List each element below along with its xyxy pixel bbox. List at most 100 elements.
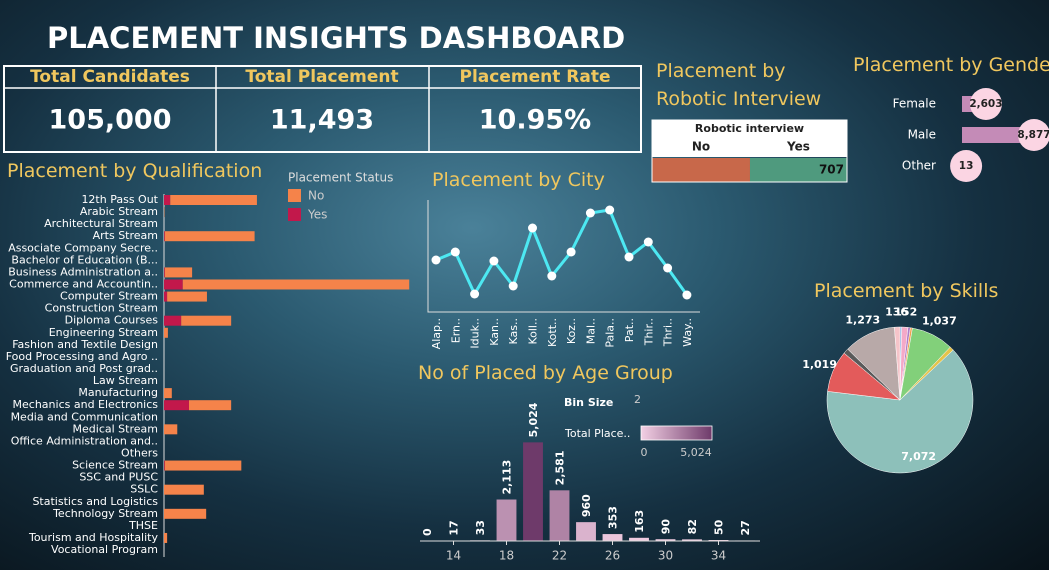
y-tick-label: 12th Pass Out: [81, 193, 158, 206]
x-tick-label: 34: [711, 549, 726, 563]
point: [682, 290, 692, 300]
legend-title: Total Place..: [564, 427, 630, 440]
table-header-label: Robotic interview: [695, 122, 804, 135]
point: [528, 223, 537, 233]
x-tick-label: Iduk..: [469, 318, 482, 349]
kpi-label: Total Placement: [245, 67, 398, 87]
data-label: 152: [894, 306, 917, 319]
y-tick-label: Technology Stream: [52, 507, 158, 520]
pie-slice: [894, 326, 901, 401]
legend-label: 0: [641, 446, 648, 459]
y-tick-label: Commerce and Accountin..: [9, 277, 158, 290]
point: [547, 271, 557, 281]
point: [663, 263, 673, 273]
bar-segment: [164, 267, 193, 278]
data-label: 136: [885, 305, 908, 318]
dashboard-title: PLACEMENT INSIGHTS DASHBOARD: [47, 21, 625, 55]
bar-segment: [164, 400, 189, 411]
y-tick-label: Business Administration a..: [8, 265, 158, 278]
point: [470, 289, 480, 299]
x-tick-label: Koz..: [565, 318, 578, 344]
y-tick-label: Vocational Program: [51, 543, 158, 556]
bar-segment: [164, 460, 242, 471]
bubble: [969, 88, 1002, 120]
legend-label: 5,024: [680, 446, 712, 459]
y-tick-label: Mechanics and Electronics: [13, 398, 159, 411]
x-tick-label: 30: [658, 549, 673, 563]
bar: [629, 537, 649, 541]
bar-segment: [164, 267, 165, 278]
bar-segment: [164, 460, 165, 471]
bar: [523, 442, 543, 541]
y-tick-label: Arabic Stream: [80, 205, 158, 218]
bar-segment: [164, 532, 168, 543]
y-tick-label: Architectural Stream: [44, 217, 158, 230]
bar-segment: [164, 484, 204, 495]
x-tick-label: Ern..: [449, 318, 462, 343]
data-label: 163: [633, 510, 646, 533]
line: [435, 208, 689, 298]
bar-segment: [188, 400, 232, 411]
bar: [549, 490, 570, 541]
y-tick-label: Female: [893, 97, 936, 111]
y-tick-label: Bachelor of Education (B...: [11, 253, 158, 266]
x-tick-label: 22: [552, 549, 567, 563]
bar-segment: [181, 315, 232, 326]
point: [624, 252, 634, 262]
bar: [655, 539, 676, 541]
y-tick-label: Associate Company Secre..: [8, 241, 158, 254]
point: [605, 205, 615, 215]
y-tick-label: Manufacturing: [78, 386, 158, 399]
bar: [496, 499, 517, 541]
kpi-value: 10.95%: [479, 105, 591, 136]
x-tick-label: 26: [605, 549, 620, 563]
legend-label: Yes: [307, 208, 327, 222]
bubble: [950, 150, 983, 182]
color-ramp: [640, 425, 713, 441]
bar-segment: [164, 279, 183, 290]
y-tick-label: SSC and PUSC: [79, 471, 158, 484]
data-label: 1,019: [802, 358, 837, 371]
y-tick-label: SSLC: [130, 483, 158, 496]
column-label: No: [692, 140, 710, 154]
kpi-value: 105,000: [49, 105, 172, 136]
parameter-value: 2: [634, 393, 641, 406]
data-label: 50: [713, 519, 726, 535]
data-label: 960: [580, 494, 593, 517]
y-tick-label: Office Administration and..: [11, 434, 158, 447]
chart-title: No of Placed by Age Group: [418, 362, 673, 384]
y-tick-label: Statistics and Logistics: [32, 495, 158, 508]
x-tick-label: Way..: [681, 318, 694, 347]
chart-title: Placement by Gender: [853, 54, 1049, 76]
y-tick-label: Engineering Stream: [49, 326, 158, 339]
point: [450, 247, 460, 257]
bar-segment: [164, 508, 207, 519]
legend-swatch: [288, 189, 301, 202]
bar-segment: [164, 231, 165, 242]
y-tick-label: Other: [902, 159, 936, 173]
point: [431, 255, 441, 265]
parameter-label: Bin Size: [564, 396, 613, 409]
bar: [682, 539, 702, 541]
y-tick-label: Computer Stream: [60, 290, 158, 303]
legend-label: No: [308, 189, 324, 203]
table-header: [652, 120, 847, 157]
bar-segment: [170, 195, 257, 205]
x-tick-label: Kas..: [507, 318, 520, 345]
chart-title: Placement by City: [432, 169, 605, 191]
data-label: 1,037: [922, 315, 957, 328]
point: [508, 281, 518, 291]
y-tick-label: Others: [121, 446, 158, 459]
x-tick-label: Thri..: [662, 318, 675, 347]
data-label: 2,581: [554, 451, 567, 486]
bar-segment: [652, 158, 750, 182]
column-label: Yes: [786, 140, 810, 154]
data-label: 82: [686, 519, 699, 534]
bar: [576, 522, 596, 541]
bar-segment: [164, 388, 172, 399]
bar: [602, 534, 623, 541]
kpi-label: Placement Rate: [460, 67, 611, 87]
data-label: 17: [448, 520, 461, 535]
x-tick-label: Alap..: [430, 318, 443, 349]
